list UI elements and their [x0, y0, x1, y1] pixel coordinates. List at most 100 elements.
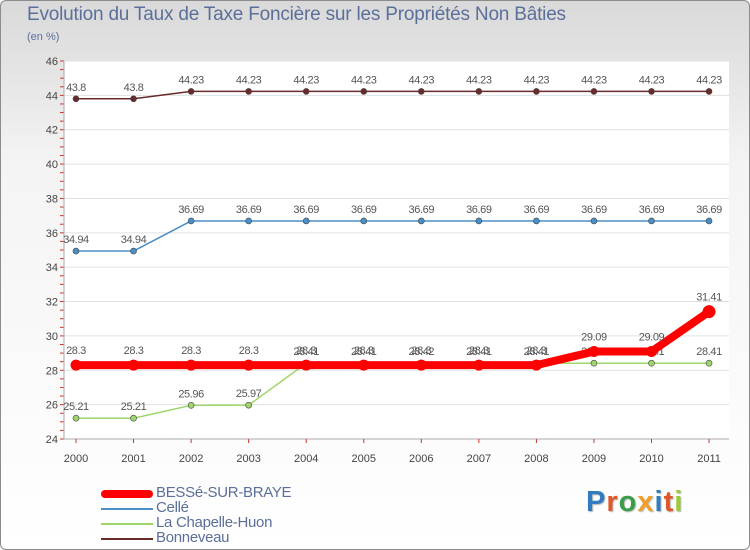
x-tick-label: 2002 — [179, 453, 203, 465]
x-tick-label: 2006 — [409, 453, 433, 465]
data-label: 28.41 — [696, 346, 722, 358]
data-point — [72, 414, 80, 422]
x-tick-label: 2008 — [524, 453, 548, 465]
x-tick-label: 2000 — [64, 453, 88, 465]
data-label: 28.41 — [524, 346, 550, 358]
data-label: 31.41 — [696, 292, 722, 304]
data-label: 29.09 — [639, 332, 665, 344]
series-line — [72, 307, 714, 370]
data-label: 25.97 — [236, 388, 262, 400]
data-label: 34.94 — [121, 234, 147, 246]
data-label: 44.23 — [466, 74, 492, 86]
data-point — [530, 359, 542, 371]
data-point — [72, 95, 80, 103]
data-point — [245, 88, 252, 95]
proxiti-logo: Proxiti — [586, 486, 683, 519]
data-label: 44.23 — [293, 74, 319, 86]
chart-unit-label: (en %) — [27, 31, 60, 43]
series-line — [75, 220, 710, 252]
data-point — [72, 247, 80, 255]
data-point — [417, 217, 425, 225]
series-line — [75, 90, 710, 100]
data-point — [590, 217, 598, 225]
x-tick-label: 2001 — [121, 453, 145, 465]
data-point — [705, 88, 713, 95]
data-label: 28.41 — [466, 346, 492, 358]
legend-swatch — [101, 538, 153, 540]
data-point — [533, 88, 540, 95]
data-label: 36.69 — [581, 204, 607, 216]
data-point — [533, 217, 540, 225]
data-label: 43.8 — [124, 82, 144, 94]
data-label: 44.23 — [178, 74, 204, 86]
legend-label: Bonneveau — [156, 529, 230, 546]
x-tick-label: 2011 — [697, 453, 721, 465]
data-label: 29.09 — [581, 332, 607, 344]
data-label: 44.23 — [236, 74, 262, 86]
data-point — [187, 217, 195, 225]
data-point — [648, 359, 655, 367]
data-point — [185, 359, 197, 371]
data-label: 44.23 — [409, 74, 435, 86]
x-tick-label: 2005 — [352, 453, 376, 465]
data-point — [648, 217, 655, 225]
data-label: 28.3 — [66, 345, 86, 357]
data-label: 28.3 — [469, 345, 489, 357]
data-point — [590, 359, 598, 367]
data-point — [302, 88, 310, 95]
brand-letter: x — [637, 486, 655, 518]
data-point — [702, 305, 716, 319]
data-point — [70, 359, 82, 371]
data-label: 36.69 — [236, 204, 262, 216]
data-label: 43.8 — [66, 82, 86, 94]
data-point — [130, 95, 137, 103]
data-label: 25.21 — [63, 401, 89, 413]
data-label: 28.3 — [239, 345, 259, 357]
legend-label: La Chapelle-Huon — [156, 514, 273, 531]
data-label: 25.96 — [178, 388, 204, 400]
data-point — [187, 88, 195, 95]
data-label: 44.23 — [639, 74, 665, 86]
data-point — [243, 359, 255, 371]
data-point — [475, 88, 483, 95]
y-tick-label: 32 — [46, 297, 58, 309]
data-label: 25.21 — [121, 401, 147, 413]
y-tick-label: 40 — [46, 159, 58, 171]
y-tick-label: 28 — [46, 365, 58, 377]
data-point — [130, 414, 137, 422]
data-label: 36.69 — [351, 204, 377, 216]
x-tick-label: 2004 — [294, 453, 318, 465]
y-tick-label: 46 — [46, 56, 58, 68]
data-label: 28.3 — [181, 345, 201, 357]
data-label: 28.3 — [124, 345, 144, 357]
data-point — [473, 359, 485, 371]
brand-letter: t — [663, 486, 675, 518]
x-tick-label: 2009 — [582, 453, 606, 465]
data-point — [590, 88, 598, 95]
data-point — [475, 217, 483, 225]
data-label: 44.23 — [696, 74, 722, 86]
x-tick-label: 2003 — [236, 453, 260, 465]
data-label: 36.69 — [696, 204, 722, 216]
chart-title: Evolution du Taux de Taxe Foncière sur l… — [27, 4, 566, 25]
legend-swatch — [101, 490, 153, 498]
y-tick-label: 42 — [46, 125, 58, 137]
data-label: 36.69 — [409, 204, 435, 216]
data-point — [245, 217, 252, 225]
data-point — [360, 217, 368, 225]
data-label: 28.3 — [354, 345, 374, 357]
y-tick-label: 26 — [46, 400, 58, 412]
data-point — [187, 402, 195, 409]
plot-area — [64, 61, 729, 439]
data-label: 36.69 — [293, 204, 319, 216]
data-label: 44.23 — [524, 74, 550, 86]
data-point — [646, 346, 657, 358]
data-label: 28.3 — [526, 345, 546, 357]
data-point — [415, 359, 427, 371]
legend-label: BESSé-SUR-BRAYE — [156, 484, 292, 501]
data-point — [417, 88, 425, 95]
data-label: 36.69 — [178, 204, 204, 216]
data-label: 44.23 — [351, 74, 377, 86]
x-tick-label: 2010 — [639, 453, 663, 465]
